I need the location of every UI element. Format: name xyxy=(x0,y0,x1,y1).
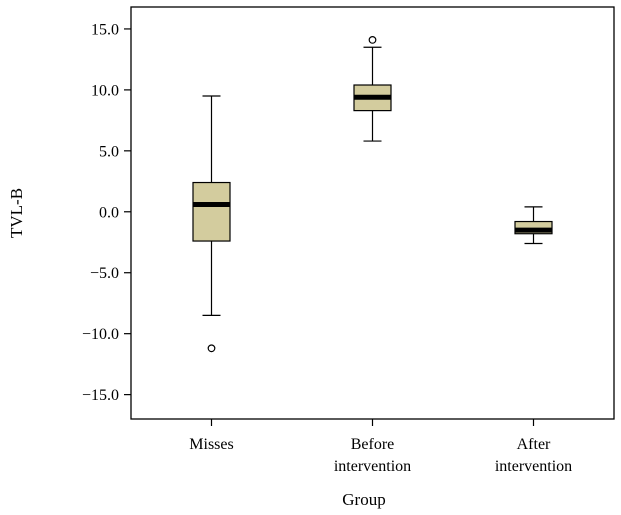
y-tick-label: 0.0 xyxy=(99,204,119,221)
boxes xyxy=(192,36,553,353)
outlier-point xyxy=(207,344,216,353)
box-group xyxy=(353,36,392,142)
box-group xyxy=(192,95,231,353)
y-tick-label: 5.0 xyxy=(99,143,119,160)
y-tick-label: −15.0 xyxy=(82,387,119,404)
y-axis: 15.0 10.0 5.0 0.0 −5.0 −10.0 −15.0 xyxy=(82,21,131,404)
x-tick-label: Misses xyxy=(189,436,233,453)
x-axis-title: Group xyxy=(342,490,385,509)
y-tick-label: 10.0 xyxy=(91,82,119,99)
x-axis: Misses Before intervention After interventio… xyxy=(189,419,572,475)
y-axis-title: TVL-B xyxy=(7,188,26,238)
y-tick-label: −10.0 xyxy=(82,326,119,343)
outlier-point xyxy=(368,36,377,44)
iqr-box xyxy=(192,181,231,242)
x-tick-label: Before xyxy=(351,436,395,453)
y-tick-label: −5.0 xyxy=(90,265,119,282)
x-tick-label: intervention xyxy=(495,458,572,475)
x-tick-label: After xyxy=(517,436,551,453)
x-tick-label: intervention xyxy=(334,458,411,475)
box-group xyxy=(514,206,553,245)
y-tick-label: 15.0 xyxy=(91,21,119,38)
